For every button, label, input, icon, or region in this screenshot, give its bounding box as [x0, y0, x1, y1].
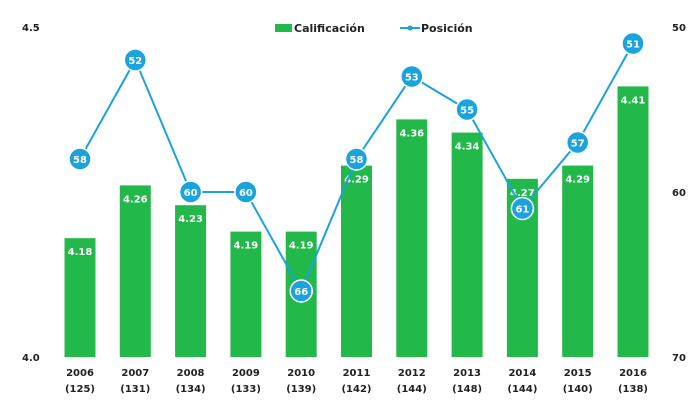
- marker-posicion: [68, 147, 92, 171]
- bar-value-label: 4.34: [455, 142, 480, 153]
- marker-posicion: [178, 180, 203, 204]
- bar-calificacion: [175, 205, 207, 357]
- bar-calificacion: [617, 86, 649, 358]
- marker-posicion: [510, 196, 535, 221]
- marker-label: 51: [626, 40, 640, 51]
- x-tick-sublabel: (142): [341, 384, 371, 395]
- legend-label-calificacion: Calificación: [294, 22, 365, 35]
- x-tick-year: 2011: [343, 368, 371, 379]
- marker-posicion: [344, 147, 369, 171]
- bar-value-label: 4.27: [510, 188, 535, 199]
- marker-label: 58: [73, 155, 87, 166]
- x-tick-year: 2010: [287, 368, 315, 379]
- marker-label: 52: [128, 56, 142, 67]
- x-tick-sublabel: (131): [120, 384, 150, 395]
- x-tick-year: 2012: [398, 368, 426, 379]
- bar-value-label: 4.26: [123, 194, 148, 205]
- left-axis-tick: 4.0: [22, 353, 40, 364]
- x-tick-sublabel: (134): [176, 384, 206, 395]
- marker-label: 55: [460, 106, 474, 117]
- bar-calificacion: [451, 132, 483, 357]
- marker-posicion: [289, 279, 313, 303]
- right-axis-tick: 50: [672, 23, 686, 34]
- x-tick-year: 2013: [453, 368, 481, 379]
- x-tick-year: 2006: [66, 368, 94, 379]
- marker-label: 57: [571, 139, 585, 150]
- marker-posicion: [234, 180, 258, 204]
- right-axis-tick: 70: [672, 353, 686, 364]
- marker-label: 53: [405, 73, 419, 84]
- bar-value-label: 4.19: [234, 241, 259, 252]
- marker-label: 60: [239, 188, 253, 199]
- bar-value-label: 4.29: [344, 175, 369, 186]
- x-tick-year: 2007: [121, 368, 149, 379]
- bar-calificacion: [396, 119, 428, 358]
- bar-calificacion: [119, 185, 151, 357]
- bar-value-label: 4.29: [565, 175, 590, 186]
- x-tick-year: 2014: [508, 368, 536, 379]
- bar-value-label: 4.19: [289, 241, 314, 252]
- marker-posicion: [621, 31, 645, 56]
- x-tick-year: 2016: [619, 368, 647, 379]
- bar-calificacion: [64, 238, 96, 357]
- x-tick-sublabel: (139): [286, 384, 316, 395]
- x-tick-sublabel: (125): [65, 384, 95, 395]
- bar-value-label: 4.36: [399, 128, 424, 139]
- marker-label: 60: [184, 188, 198, 199]
- x-tick-sublabel: (140): [563, 384, 593, 395]
- marker-posicion: [400, 64, 424, 89]
- x-tick-year: 2008: [177, 368, 205, 379]
- bar-value-label: 4.23: [178, 214, 203, 225]
- bar-calificacion: [341, 165, 372, 357]
- marker-label: 66: [294, 287, 308, 298]
- marker-label: 58: [350, 155, 364, 166]
- x-tick-year: 2009: [232, 368, 260, 379]
- legend: Calificación Posición: [275, 22, 473, 35]
- bar-calificacion: [562, 165, 594, 357]
- x-tick-sublabel: (133): [231, 384, 261, 395]
- x-tick-sublabel: (138): [618, 384, 648, 395]
- left-axis-tick: 4.5: [22, 23, 40, 34]
- x-tick-sublabel: (144): [397, 384, 427, 395]
- x-tick-sublabel: (144): [507, 384, 537, 395]
- right-axis-tick: 60: [672, 188, 686, 199]
- marker-posicion: [565, 130, 590, 155]
- marker-label: 61: [515, 205, 529, 216]
- x-tick-sublabel: (148): [452, 384, 482, 395]
- marker-posicion: [455, 97, 479, 122]
- bar-value-label: 4.41: [621, 95, 646, 106]
- legend-swatch-calificacion: [275, 24, 292, 32]
- legend-marker-posicion: [407, 25, 413, 31]
- bar-calificacion: [230, 231, 262, 357]
- x-tick-year: 2015: [564, 368, 592, 379]
- bar-value-label: 4.18: [68, 247, 93, 258]
- legend-label-posicion: Posición: [421, 22, 473, 35]
- marker-posicion: [123, 48, 148, 72]
